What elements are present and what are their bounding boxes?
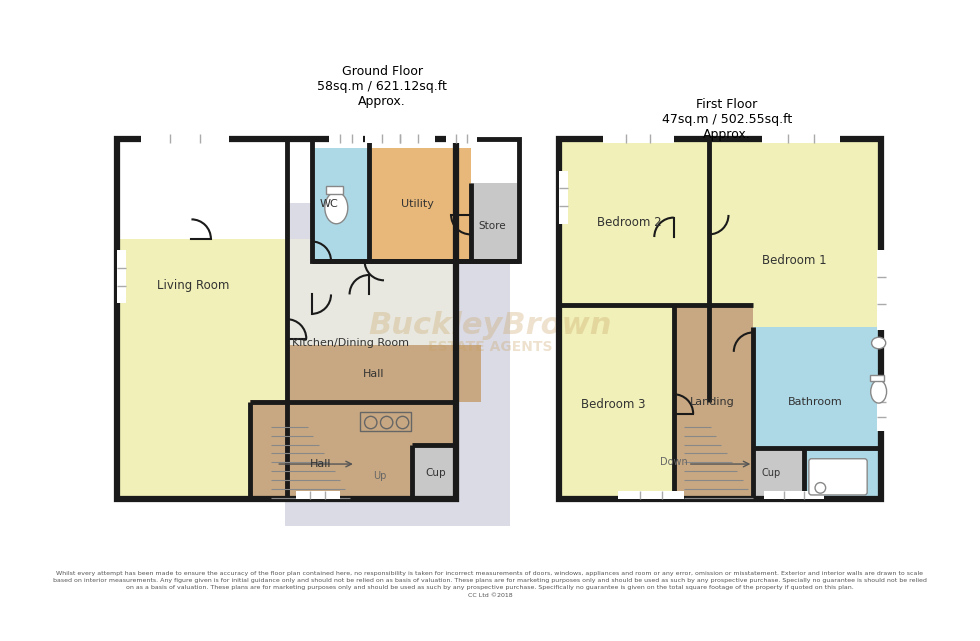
Ellipse shape [324,192,348,224]
Bar [559,305,710,499]
Bar [870,375,884,381]
Text: Ground Floor
58sq.m / 621.12sq.ft
Approx.: Ground Floor 58sq.m / 621.12sq.ft Approx… [318,65,447,108]
Bar [710,139,881,402]
Text: Bathroom: Bathroom [788,397,843,407]
Text: ESTATE AGENTS: ESTATE AGENTS [427,340,553,354]
Bar [559,139,710,305]
Text: Cup: Cup [425,468,446,478]
Bar [559,139,881,499]
Text: Bedroom 1: Bedroom 1 [762,254,827,267]
Bar [559,171,567,224]
FancyBboxPatch shape [808,459,867,495]
Bar [754,327,881,499]
Bar [312,139,519,261]
Bar [369,148,470,261]
Text: Down: Down [660,457,688,467]
Bar [141,134,229,142]
Bar [673,305,754,499]
Text: Whilst every attempt has been made to ensure the accuracy of the floor plan cont: Whilst every attempt has been made to en… [53,570,927,598]
Text: Hall: Hall [363,369,384,379]
Ellipse shape [871,337,886,349]
Bar [365,134,417,142]
Bar [470,183,519,261]
Bar [118,139,457,499]
Bar [329,134,363,142]
Bar [446,134,476,142]
Text: Landing: Landing [690,397,735,407]
Bar [288,239,455,402]
Text: Hall: Hall [310,459,331,469]
Bar [325,186,343,194]
Bar [296,490,340,499]
Text: Living Room: Living Room [157,279,229,292]
Text: Utility: Utility [401,199,434,210]
Bar [118,250,126,303]
Text: Bedroom 3: Bedroom 3 [581,398,646,412]
Bar [877,250,886,329]
Text: WC: WC [319,199,339,210]
Bar [762,134,840,142]
Bar [382,134,435,142]
Bar [877,387,886,431]
Text: Bedroom 2: Bedroom 2 [597,215,662,228]
Bar [312,148,369,261]
Bar [285,203,511,526]
Text: Up: Up [373,470,386,481]
Text: Store: Store [478,221,506,231]
Bar [250,401,455,499]
Bar [603,134,673,142]
Bar [118,239,287,499]
Text: BuckleyBrown: BuckleyBrown [368,311,612,340]
Bar [754,448,805,499]
Bar [618,490,684,499]
Bar [288,345,481,402]
Bar [763,490,824,499]
Text: First Floor
47sq.m / 502.55sq.ft
Approx.: First Floor 47sq.m / 502.55sq.ft Approx. [662,98,792,141]
Bar [361,412,412,431]
Bar [413,445,457,499]
Ellipse shape [870,380,887,403]
Text: Kitchen/Dining Room: Kitchen/Dining Room [292,338,409,348]
Text: Cup: Cup [761,468,780,478]
